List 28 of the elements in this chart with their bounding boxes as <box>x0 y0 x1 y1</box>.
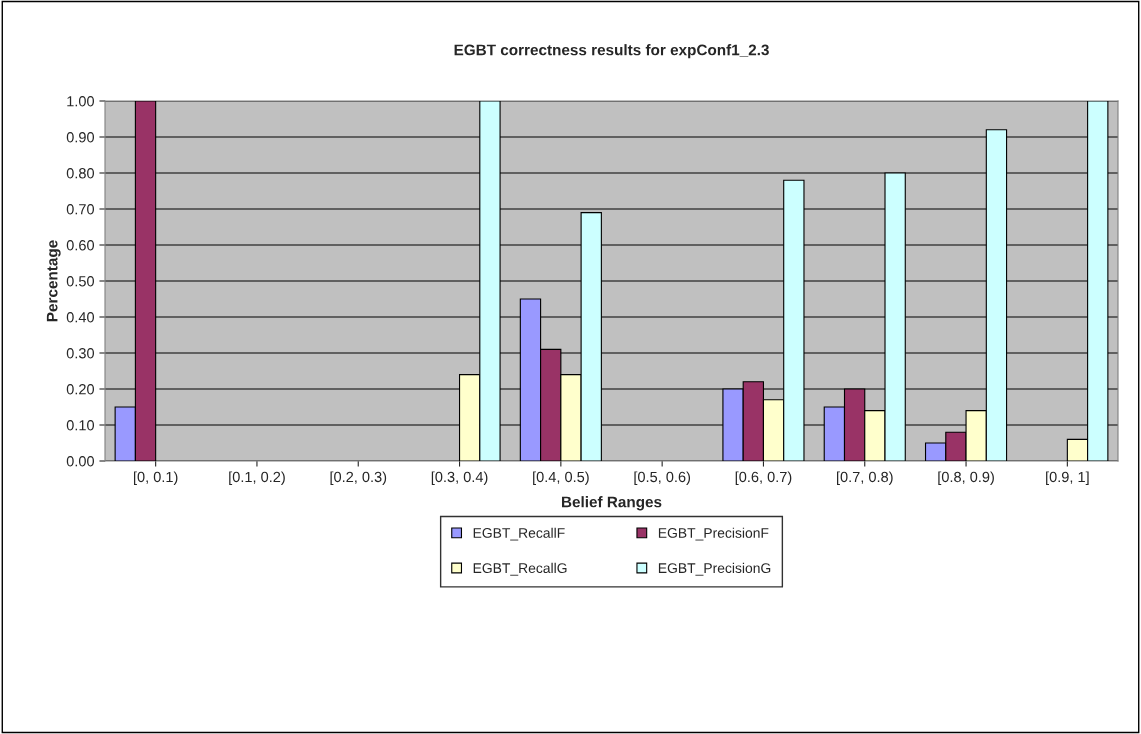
x-tick-label: [0.7, 0.8) <box>837 471 893 486</box>
chart-title: EGBT correctness results for expConf1_2.3 <box>454 44 769 59</box>
x-tick-label: [0.4, 0.5) <box>533 471 589 486</box>
x-tick-label: [0, 0.1) <box>133 471 178 486</box>
legend-label: EGBT_PrecisionG <box>658 562 771 576</box>
y-tick-label: 0.90 <box>66 132 95 143</box>
x-tick-label: [0.8, 0.9) <box>938 471 994 486</box>
x-tick-label: [0.6, 0.7) <box>735 471 792 486</box>
legend-label: EGBT_RecallG <box>473 562 567 576</box>
y-tick-label: 1.00 <box>67 96 95 107</box>
y-tick-label: 0.00 <box>66 456 95 467</box>
y-axis-title: Percentage <box>46 240 61 322</box>
x-tick-label: [0.2, 0.3) <box>330 471 387 486</box>
y-tick-label: 0.10 <box>66 420 95 431</box>
x-axis-title: Belief Ranges <box>562 496 662 511</box>
y-tick-label: 0.80 <box>66 168 95 179</box>
legend-label: EGBT_PrecisionF <box>658 527 769 541</box>
y-tick-label: 0.30 <box>66 348 95 359</box>
y-tick-label: 0.60 <box>66 240 95 251</box>
legend-label: EGBT_RecallF <box>473 527 565 541</box>
x-tick-label: [0.9, 1] <box>1046 471 1089 486</box>
y-tick-label: 0.20 <box>66 384 95 395</box>
x-tick-label: [0.3, 0.4) <box>431 471 488 486</box>
y-tick-label: 0.70 <box>66 204 95 215</box>
y-tick-label: 0.40 <box>66 312 95 323</box>
x-tick-label: [0.5, 0.6) <box>634 471 691 486</box>
x-tick-label: [0.1, 0.2) <box>229 471 285 486</box>
y-tick-label: 0.50 <box>66 276 95 287</box>
